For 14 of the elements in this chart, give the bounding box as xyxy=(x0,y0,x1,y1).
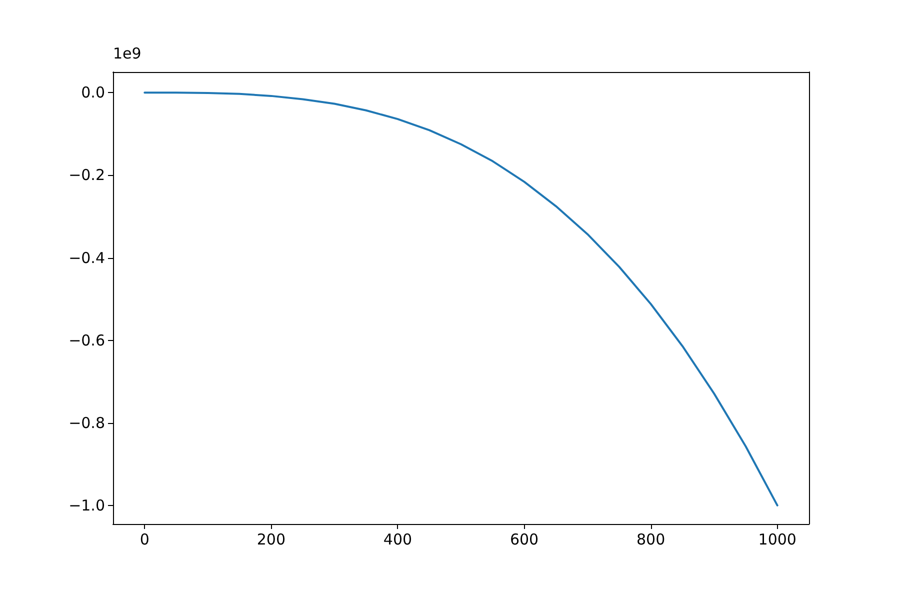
y-tick-label: −1.0 xyxy=(68,496,105,514)
y-tick-label: 0.0 xyxy=(81,84,105,102)
y-tick-label: −0.8 xyxy=(68,414,105,432)
x-tick-label: 400 xyxy=(383,530,412,548)
y-tick-label: −0.4 xyxy=(68,248,105,267)
x-tick-label: 800 xyxy=(636,530,666,548)
line-series xyxy=(144,92,778,506)
text: 1e9 xyxy=(113,44,142,62)
x-tick-label: 1000 xyxy=(758,530,796,548)
x-tick-label: 0 xyxy=(140,530,150,548)
y-tick-label: −0.2 xyxy=(68,166,105,184)
y-tick-label: −0.6 xyxy=(68,331,105,350)
x-tick-label: 200 xyxy=(256,530,286,548)
x-tick-label: 600 xyxy=(510,530,539,548)
